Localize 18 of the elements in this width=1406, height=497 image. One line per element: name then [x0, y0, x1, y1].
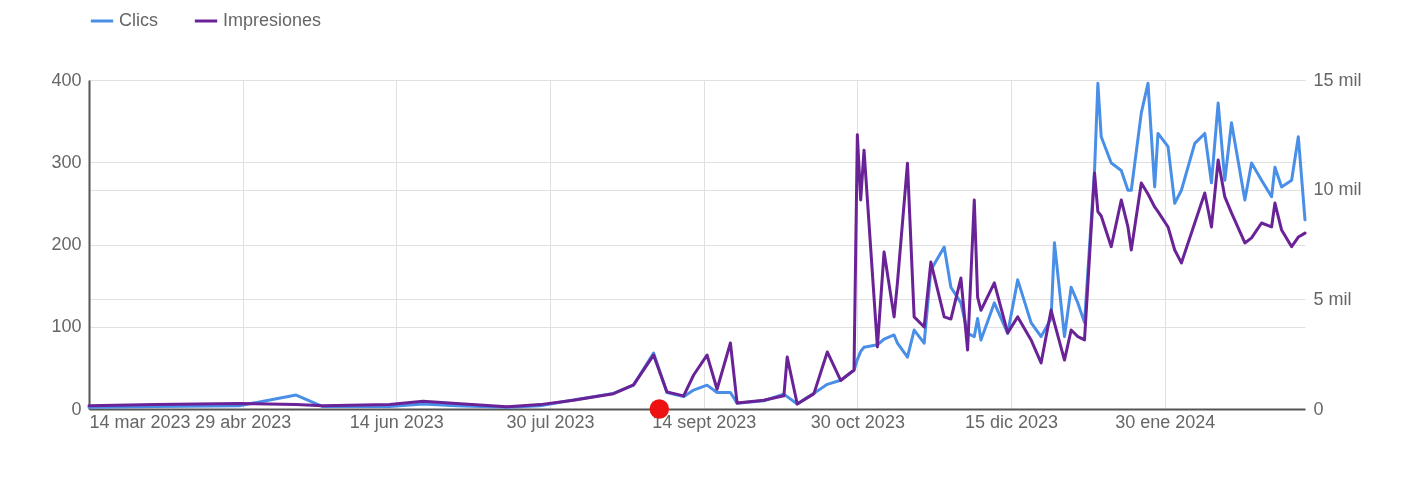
y-tick-label: 200	[51, 234, 82, 254]
legend-label: Clics	[119, 10, 158, 30]
x-tick-label: 30 ene 2024	[1115, 411, 1216, 432]
x-tick-label: 30 oct 2023	[810, 411, 905, 432]
x-tick-label: 14 jun 2023	[349, 411, 444, 432]
legend-label: Impresiones	[223, 10, 322, 30]
y2-tick-label: 15 mil	[1313, 69, 1362, 90]
x-tick-label: 15 dic 2023	[964, 411, 1059, 432]
y-tick-label: 400	[51, 69, 82, 90]
x-tick-label: 30 jul 2023	[506, 411, 595, 432]
y2-tick-label: 5 mil	[1313, 288, 1352, 309]
y2-tick-label: 0	[1313, 398, 1324, 419]
x-tick-label: 14 mar 2023	[89, 411, 191, 432]
y-tick-label: 0	[71, 398, 82, 419]
y-tick-label: 300	[51, 151, 82, 172]
x-tick-label: 29 abr 2023	[195, 411, 292, 432]
y-tick-label: 100	[51, 316, 82, 337]
y2-tick-label: 10 mil	[1313, 179, 1362, 200]
